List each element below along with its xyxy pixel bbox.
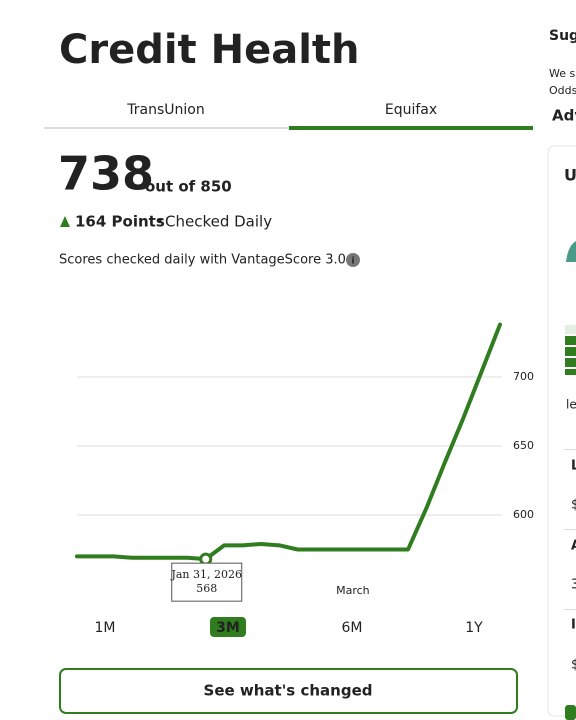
- range-selector: 1M 3M 6M 1Y: [95, 617, 483, 637]
- card-row: I: [571, 618, 576, 633]
- sidebar: Sug We su Odds Adv U le L $ A 3 I $: [547, 28, 576, 720]
- y-tick-label: 700: [513, 370, 534, 383]
- up-arrow: [60, 216, 70, 227]
- score-change: 164 Points: [75, 213, 165, 231]
- range-option[interactable]: 3M: [216, 620, 240, 636]
- score-max: out of 850: [145, 178, 232, 196]
- card-row: $: [571, 498, 576, 513]
- y-tick-label: 600: [513, 508, 534, 521]
- divider: [564, 529, 576, 530]
- frequency: Checked Daily: [165, 213, 272, 231]
- divider: [564, 609, 576, 610]
- info-icon-glyph: i: [351, 257, 354, 267]
- sidebar-title: Sug: [549, 28, 576, 44]
- divider: [564, 449, 576, 450]
- card-bar: [565, 369, 576, 375]
- range-option[interactable]: 6M: [342, 620, 363, 636]
- separator: •: [155, 213, 164, 231]
- score-value: 738: [58, 147, 154, 201]
- card-icon: [566, 241, 576, 262]
- card-bar: [565, 336, 576, 345]
- range-option[interactable]: 1Y: [465, 620, 483, 636]
- sidebar-link[interactable]: Adv: [552, 107, 576, 125]
- card-bar: [565, 347, 576, 356]
- card-row: A: [571, 539, 576, 554]
- tab[interactable]: TransUnion: [126, 102, 204, 118]
- card-bar: [565, 358, 576, 367]
- button-label: See what's changed: [204, 682, 373, 700]
- card-row: L: [571, 459, 576, 474]
- card-row: $: [571, 658, 576, 673]
- card-legend: le: [566, 398, 576, 412]
- tab[interactable]: Equifax: [385, 102, 437, 118]
- note: Scores checked daily with VantageScore 3…: [59, 253, 346, 268]
- range-option[interactable]: 1M: [95, 620, 116, 636]
- x-tick-label: March: [336, 584, 370, 597]
- sidebar-line: Odds: [549, 84, 576, 97]
- card-title: U: [564, 166, 576, 185]
- sidebar-line: We su: [549, 67, 576, 80]
- card-row: 3: [571, 578, 576, 593]
- info-icon[interactable]: [346, 253, 360, 267]
- button[interactable]: [59, 668, 518, 714]
- page-title: Credit Health: [59, 27, 360, 73]
- card-button[interactable]: [565, 705, 576, 720]
- y-tick-label: 650: [513, 439, 534, 452]
- tab-underline: [44, 127, 289, 129]
- tooltip-date: Jan 31, 2026: [170, 568, 242, 581]
- card-bar: [565, 325, 576, 334]
- tooltip: [171, 562, 243, 602]
- range-active-pill: [210, 617, 246, 637]
- tooltip-value: 568: [196, 582, 217, 595]
- tab-active-underline: [289, 126, 533, 130]
- line: [75, 322, 502, 562]
